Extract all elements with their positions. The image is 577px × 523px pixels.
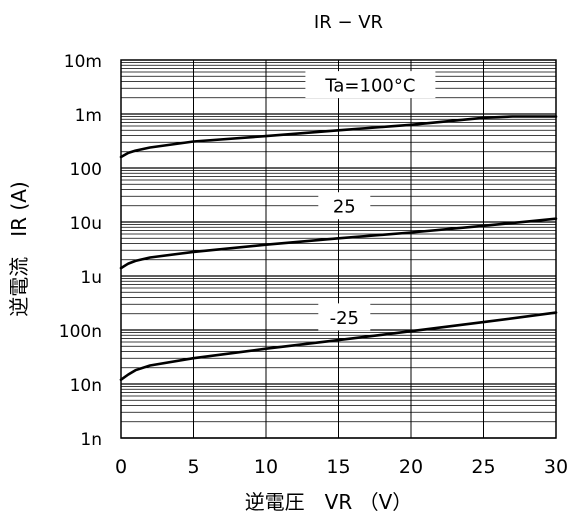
series-line (119, 217, 558, 270)
series-label-background (318, 192, 371, 220)
series-line (119, 311, 558, 382)
series-label: -25 (330, 308, 359, 329)
x-tick-label: 15 (326, 456, 350, 478)
x-axis-label: 逆電圧 VR （V） (245, 490, 413, 514)
x-tick-label: 10 (254, 456, 278, 478)
y-axis-label: 逆電流 IR (A) (7, 181, 31, 316)
x-tick-label: 20 (399, 456, 423, 478)
y-tick-label: 100n (59, 322, 102, 342)
x-tick-label: 25 (471, 456, 495, 478)
series-line (119, 115, 558, 159)
x-tick-label: 0 (115, 456, 127, 478)
x-tick-label: 30 (544, 456, 568, 478)
x-tick-label: 5 (187, 456, 199, 478)
series-label-background (305, 71, 436, 99)
y-tick-label: 1m (75, 106, 102, 126)
y-tick-label: 100 (70, 160, 102, 180)
series-label: 25 (333, 197, 356, 218)
y-tick-label: 10n (70, 376, 102, 396)
chart-title: IR − VR (314, 12, 383, 33)
tick-labels: 0 5 10 15 20 25 30 1n 10n 100n 1u 10u 100 1m 10m (59, 52, 568, 478)
y-tick-label: 10u (70, 214, 102, 234)
series-label: Ta=100°C (324, 76, 415, 97)
y-tick-label: 1n (80, 430, 102, 450)
series-labels: Ta=100°C 25 -25 (305, 71, 436, 331)
y-tick-label: 1u (80, 268, 102, 288)
plot-frame (120, 59, 557, 439)
data-series (119, 115, 558, 382)
y-tick-label: 10m (64, 52, 102, 72)
series-label-background (318, 303, 371, 331)
